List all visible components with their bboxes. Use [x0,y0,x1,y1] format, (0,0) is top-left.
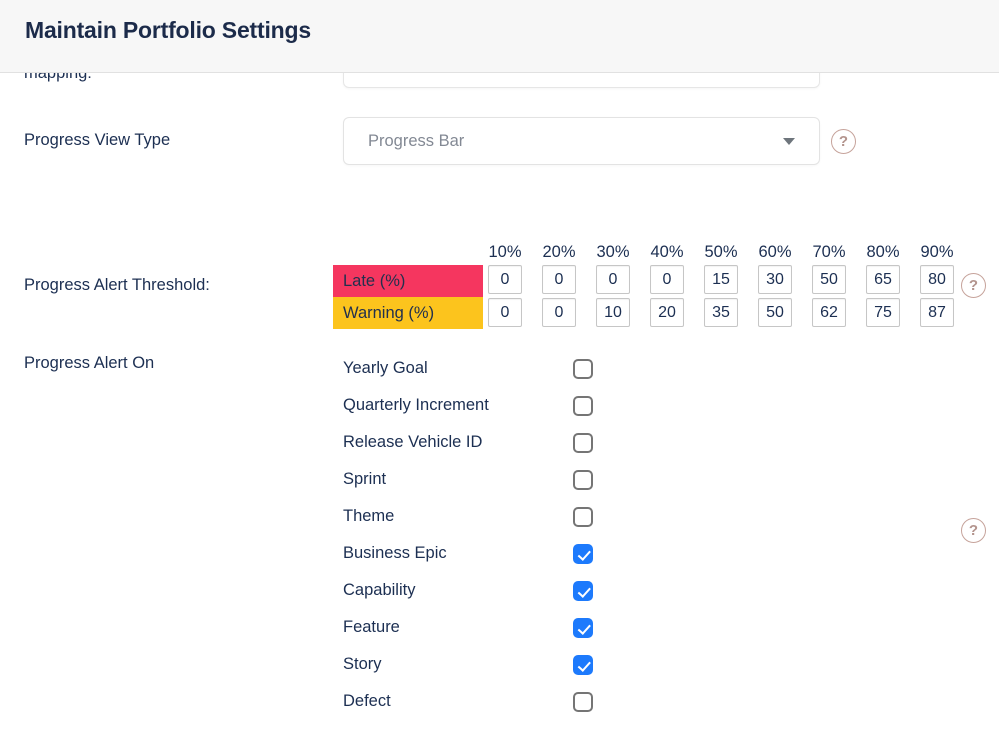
threshold-row-labels: Late (%) Warning (%) [333,265,483,329]
warning-threshold-input-20[interactable] [542,298,576,327]
late-threshold-input-50[interactable] [704,265,738,294]
progress-view-type-label: Progress View Type [24,131,171,149]
list-item: Defect [343,683,593,720]
chevron-down-icon [783,138,795,145]
progress-alert-on-label: Progress Alert On [24,354,155,372]
progress-view-type-value: Progress Bar [368,132,465,150]
checkbox-label: Feature [343,618,400,636]
warning-threshold-input-70[interactable] [812,298,846,327]
checkbox-label: Yearly Goal [343,359,428,377]
column-header: 80% [866,243,900,261]
help-icon[interactable]: ? [831,129,856,154]
column-header: 30% [596,243,630,261]
checkbox-yearly-goal[interactable] [573,358,593,379]
list-item: Capability [343,572,593,609]
late-threshold-input-10[interactable] [488,265,522,294]
late-threshold-input-30[interactable] [596,265,630,294]
checkbox-story[interactable] [573,654,593,675]
late-row-label: Late (%) [333,265,483,297]
late-threshold-input-80[interactable] [866,265,900,294]
list-item: Yearly Goal [343,350,593,387]
column-header: 10% [488,243,522,261]
progress-alert-on-list: Yearly Goal Quarterly Increment Release … [343,350,593,720]
checkbox-release-vehicle-id[interactable] [573,432,593,453]
checkbox-defect[interactable] [573,691,593,712]
checkbox-label: Capability [343,581,416,599]
checkbox-capability[interactable] [573,580,593,601]
checkbox-label: Release Vehicle ID [343,433,483,451]
column-header: 90% [920,243,954,261]
threshold-inputs-grid [488,265,954,327]
page-title: Maintain Portfolio Settings [25,17,311,43]
list-item: Theme [343,498,593,535]
checkbox-label: Story [343,655,382,673]
checkbox-label: Sprint [343,470,387,488]
warning-threshold-input-50[interactable] [704,298,738,327]
progress-alert-threshold-label: Progress Alert Threshold: [24,276,210,294]
checkbox-label: Defect [343,692,391,710]
warning-threshold-input-60[interactable] [758,298,792,327]
late-threshold-input-40[interactable] [650,265,684,294]
checkbox-label: Quarterly Increment [343,396,489,414]
checkbox-business-epic[interactable] [573,543,593,564]
checkbox-quarterly-increment[interactable] [573,395,593,416]
page-header: Maintain Portfolio Settings [0,0,999,73]
late-threshold-input-70[interactable] [812,265,846,294]
column-header: 50% [704,243,738,261]
list-item: Release Vehicle ID [343,424,593,461]
warning-threshold-input-90[interactable] [920,298,954,327]
warning-threshold-input-10[interactable] [488,298,522,327]
warning-threshold-input-80[interactable] [866,298,900,327]
column-header: 70% [812,243,846,261]
late-threshold-input-60[interactable] [758,265,792,294]
list-item: Story [343,646,593,683]
warning-row-label: Warning (%) [333,297,483,329]
column-header: 60% [758,243,792,261]
checkbox-label: Theme [343,507,395,525]
list-item: Business Epic [343,535,593,572]
list-item: Sprint [343,461,593,498]
checkbox-sprint[interactable] [573,469,593,490]
help-icon[interactable]: ? [961,273,986,298]
column-header: 20% [542,243,576,261]
warning-threshold-input-40[interactable] [650,298,684,327]
checkbox-feature[interactable] [573,617,593,638]
column-header: 40% [650,243,684,261]
threshold-percent-header-row: 10% 20% 30% 40% 50% 60% 70% 80% 90% [488,243,954,262]
list-item: Quarterly Increment [343,387,593,424]
checkbox-label: Business Epic [343,544,447,562]
late-threshold-input-20[interactable] [542,265,576,294]
checkbox-theme[interactable] [573,506,593,527]
warning-threshold-input-30[interactable] [596,298,630,327]
help-icon[interactable]: ? [961,518,986,543]
late-threshold-input-90[interactable] [920,265,954,294]
list-item: Feature [343,609,593,646]
progress-view-type-select[interactable]: Progress Bar [343,117,820,165]
